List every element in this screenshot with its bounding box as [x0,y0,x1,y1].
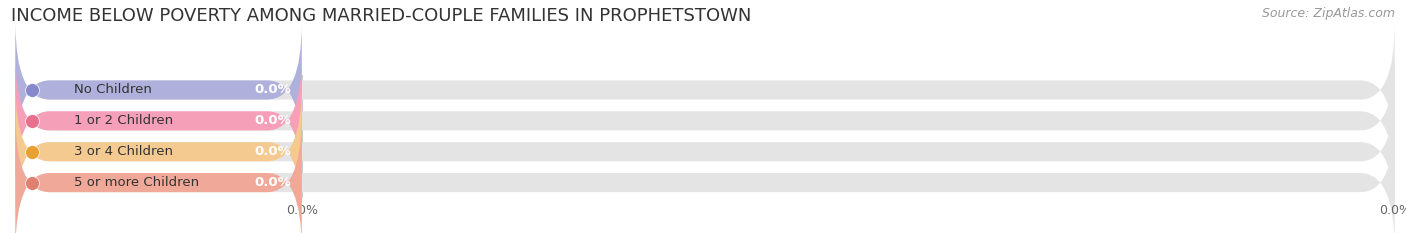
FancyBboxPatch shape [15,22,302,158]
FancyBboxPatch shape [15,84,1395,219]
Text: 1 or 2 Children: 1 or 2 Children [73,114,173,127]
FancyBboxPatch shape [15,53,1395,188]
Text: INCOME BELOW POVERTY AMONG MARRIED-COUPLE FAMILIES IN PROPHETSTOWN: INCOME BELOW POVERTY AMONG MARRIED-COUPL… [11,7,752,25]
Text: Source: ZipAtlas.com: Source: ZipAtlas.com [1261,7,1395,20]
FancyBboxPatch shape [15,115,1395,233]
FancyBboxPatch shape [15,22,1395,158]
Text: 0.0%: 0.0% [254,176,291,189]
Text: 0.0%: 0.0% [254,83,291,96]
Text: 0.0%: 0.0% [254,114,291,127]
FancyBboxPatch shape [15,53,302,188]
FancyBboxPatch shape [15,84,302,219]
Text: 0.0%: 0.0% [254,145,291,158]
Text: 5 or more Children: 5 or more Children [73,176,198,189]
FancyBboxPatch shape [15,115,302,233]
Text: 3 or 4 Children: 3 or 4 Children [73,145,173,158]
Text: No Children: No Children [73,83,152,96]
